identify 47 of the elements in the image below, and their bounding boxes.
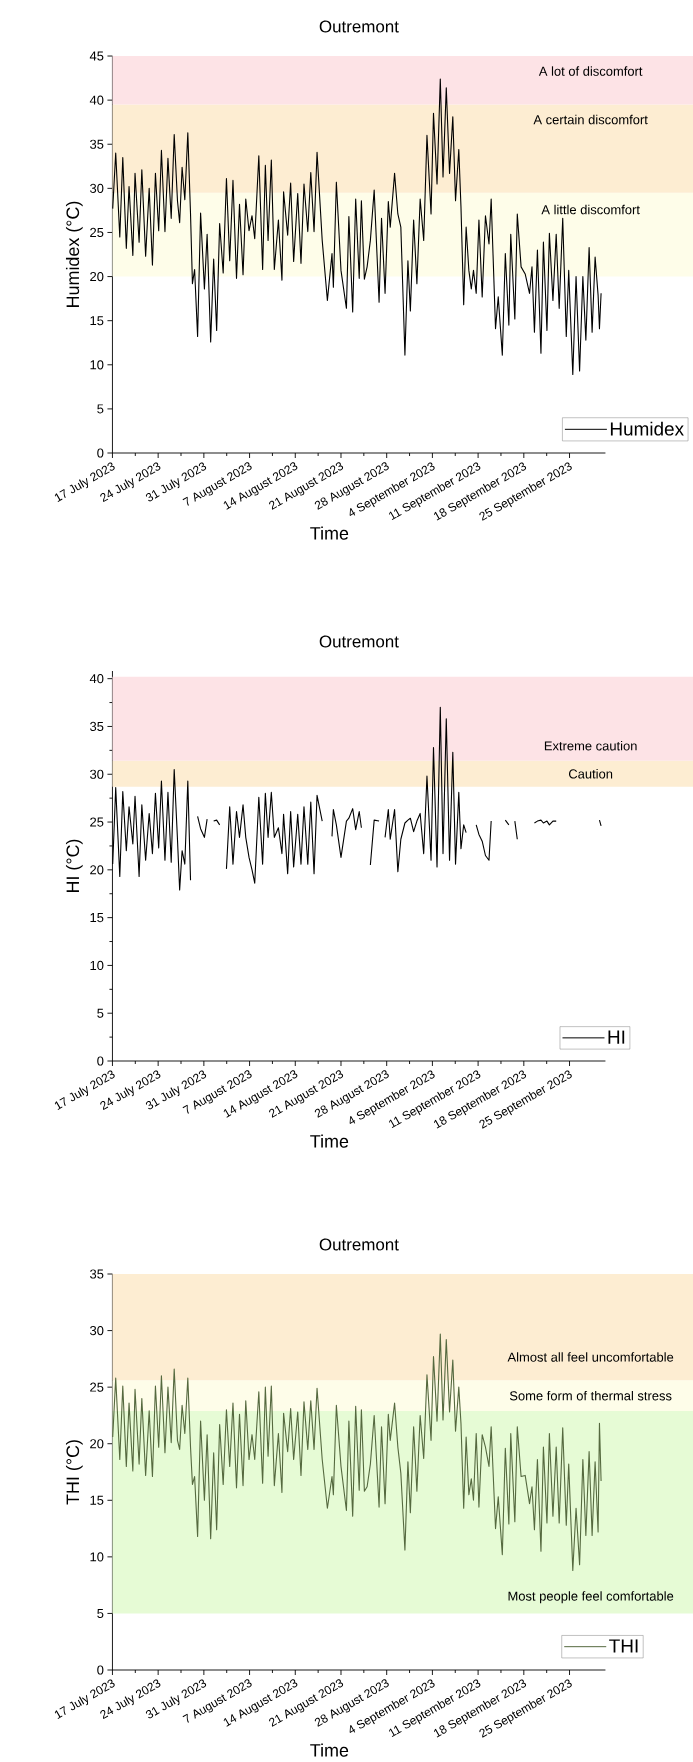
x-axis-title: Time	[309, 526, 348, 540]
y-axis-title: THI (°C)	[65, 1440, 83, 1505]
band-label: A little discomfort	[541, 204, 640, 215]
y-tick-label: 40	[89, 95, 104, 105]
y-tick-label: 20	[89, 1439, 104, 1449]
y-tick-label: 25	[89, 1382, 104, 1392]
y-tick-label: 45	[89, 51, 104, 61]
y-tick-label: 0	[97, 1665, 104, 1675]
y-tick-label: 25	[89, 817, 104, 827]
chart-title: Outremont	[319, 635, 399, 648]
y-axis-title: Humidex (°C)	[65, 201, 83, 307]
y-tick-label: 10	[90, 1552, 104, 1562]
y-tick-label: 5	[97, 1608, 104, 1618]
y-tick-label: 30	[89, 1325, 104, 1336]
y-tick-label: 20	[89, 271, 104, 282]
x-axis-title: Time	[309, 1134, 348, 1148]
y-tick-label: 10	[90, 360, 104, 370]
legend-label: Humidex	[610, 421, 684, 436]
y-tick-label: 10	[90, 960, 104, 971]
y-tick-label: 15	[90, 913, 104, 923]
chart-title: Outremont	[319, 20, 399, 33]
band-label: A certain discomfort	[533, 114, 648, 125]
band-label: A lot of discomfort	[538, 66, 643, 76]
y-tick-label: 25	[89, 227, 104, 238]
y-tick-label: 30	[89, 183, 104, 193]
legend-label: THI	[608, 1639, 638, 1653]
band-label: Caution	[568, 769, 612, 779]
y-tick-label: 0	[97, 448, 104, 458]
y-tick-label: 35	[89, 139, 104, 149]
y-tick-label: 40	[89, 674, 104, 684]
band-label: Almost all feel uncomfortable	[507, 1352, 673, 1362]
y-tick-label: 0	[97, 1056, 104, 1066]
y-tick-label: 15	[90, 316, 104, 326]
x-axis-title: Time	[309, 1743, 348, 1757]
y-tick-label: 35	[89, 721, 104, 732]
y-tick-label: 35	[89, 1269, 104, 1279]
chart-title: Outremont	[319, 1238, 399, 1251]
y-tick-label: 30	[89, 769, 104, 779]
y-tick-label: 15	[90, 1495, 104, 1505]
y-tick-label: 20	[89, 865, 104, 875]
band-label: Some form of thermal stress	[509, 1390, 672, 1401]
y-tick-label: 5	[97, 404, 104, 414]
band-label: Most people feel comfortable	[508, 1591, 673, 1604]
legend-label: HI	[608, 1030, 624, 1044]
y-tick-label: 5	[97, 1008, 104, 1018]
y-axis-title: HI (°C)	[65, 839, 83, 893]
band-label: Extreme caution	[544, 740, 637, 751]
